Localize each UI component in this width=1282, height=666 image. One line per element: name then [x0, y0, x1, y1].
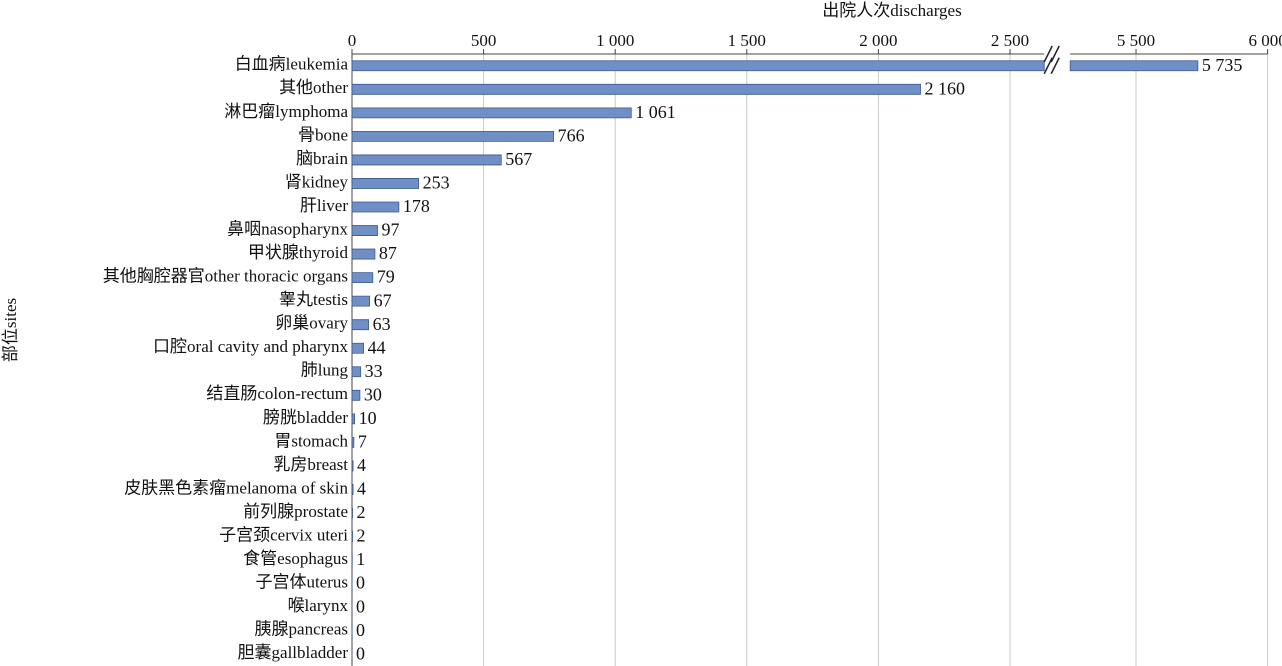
y-tick-label: 皮肤黑色素瘤melanoma of skin: [124, 478, 348, 497]
bar: [351, 507, 353, 519]
x-axis-title: 出院人次discharges: [822, 1, 961, 20]
y-tick-label: 子宫体uterus: [255, 573, 348, 592]
value-label: 5 735: [1202, 55, 1243, 75]
bar: [351, 413, 356, 425]
y-tick-label: 白血病leukemia: [235, 55, 349, 74]
y-tick-label: 肾kidney: [285, 172, 349, 191]
y-tick-label: 膀胱bladder: [263, 408, 348, 427]
value-label: 2: [357, 502, 366, 522]
y-tick-label: 口腔oral cavity and pharynx: [153, 337, 348, 356]
value-label: 7: [358, 432, 367, 452]
y-tick-label: 脑brain: [296, 149, 348, 168]
y-tick-label: 鼻咽nasopharynx: [227, 219, 348, 238]
bar: [351, 295, 371, 307]
y-tick-label: 肺lung: [301, 361, 349, 380]
y-tick-label: 睾丸testis: [279, 290, 348, 309]
y-tick-label: 喉larynx: [288, 596, 349, 615]
bar: [351, 83, 921, 95]
x-tick-label: 500: [471, 31, 497, 50]
axis-break: [1043, 57, 1053, 75]
value-label: 0: [356, 573, 365, 593]
value-label: 253: [423, 173, 450, 193]
value-label: 1 061: [635, 102, 676, 122]
y-tick-label: 结直肠colon-rectum: [206, 384, 348, 403]
y-tick-label: 胆囊gallbladder: [238, 643, 349, 662]
bar: [351, 319, 369, 331]
y-tick-label: 淋巴瘤lymphoma: [224, 102, 348, 121]
bar: [351, 154, 502, 166]
value-label: 567: [505, 149, 532, 169]
bar: [351, 201, 400, 213]
y-tick-label: 胰腺pancreas: [255, 620, 348, 639]
y-tick-label: 骨bone: [298, 125, 348, 144]
value-label: 4: [357, 455, 366, 475]
bar: [351, 531, 353, 542]
bar: [351, 130, 555, 142]
value-label: 10: [359, 408, 377, 428]
x-tick-label: 5 500: [1117, 31, 1155, 50]
x-tick-label: 2 500: [991, 31, 1029, 50]
bar: [351, 107, 632, 119]
axis-break: [1043, 45, 1053, 63]
bar: [351, 484, 354, 495]
y-axis-title: 部位sites: [1, 298, 20, 362]
value-label: 44: [368, 337, 386, 357]
axis-break: [1050, 57, 1060, 75]
value-label: 97: [382, 220, 400, 240]
value-label: 33: [365, 361, 383, 381]
value-label: 1: [356, 549, 365, 569]
value-label: 4: [357, 479, 366, 499]
y-tick-label: 其他胸腔器官other thoracic organs: [103, 267, 348, 286]
value-label: 2: [357, 526, 366, 546]
y-tick-label: 肝liver: [300, 196, 348, 215]
bar: [351, 366, 362, 378]
x-tick-label: 1 500: [728, 31, 766, 50]
bar: [351, 460, 354, 472]
value-label: 0: [356, 596, 365, 616]
bar: [351, 389, 361, 401]
value-label: 2 160: [925, 78, 966, 98]
y-tick-label: 甲状腺thyroid: [248, 243, 349, 262]
value-label: 0: [356, 643, 365, 663]
bar: [351, 178, 419, 189]
y-tick-label: 卵巢ovary: [275, 314, 348, 333]
value-label: 87: [379, 243, 397, 263]
x-tick-label: 1 000: [596, 31, 634, 50]
y-tick-label: 子宫颈cervix uteri: [219, 525, 348, 544]
bar: [351, 225, 378, 236]
bar: [351, 60, 1199, 72]
x-tick-label: 0: [348, 31, 357, 50]
value-label: 30: [364, 384, 382, 404]
bar: [351, 248, 376, 260]
bar: [351, 342, 364, 354]
bar: [351, 272, 374, 284]
bar: [351, 436, 355, 448]
x-tick-label: 6 000: [1248, 31, 1282, 50]
value-label: 79: [377, 267, 395, 287]
value-label: 178: [403, 196, 430, 216]
x-tick-label: 2 000: [859, 31, 897, 50]
y-tick-label: 食管esophagus: [243, 549, 348, 568]
y-tick-label: 乳房breast: [273, 455, 348, 474]
y-tick-label: 胃stomach: [274, 431, 348, 450]
value-label: 67: [374, 290, 392, 310]
value-label: 766: [558, 126, 585, 146]
y-tick-label: 前列腺prostate: [243, 502, 348, 521]
value-label: 0: [356, 620, 365, 640]
y-tick-label: 其他other: [279, 78, 348, 97]
value-label: 63: [373, 314, 391, 334]
axis-break: [1050, 45, 1060, 63]
